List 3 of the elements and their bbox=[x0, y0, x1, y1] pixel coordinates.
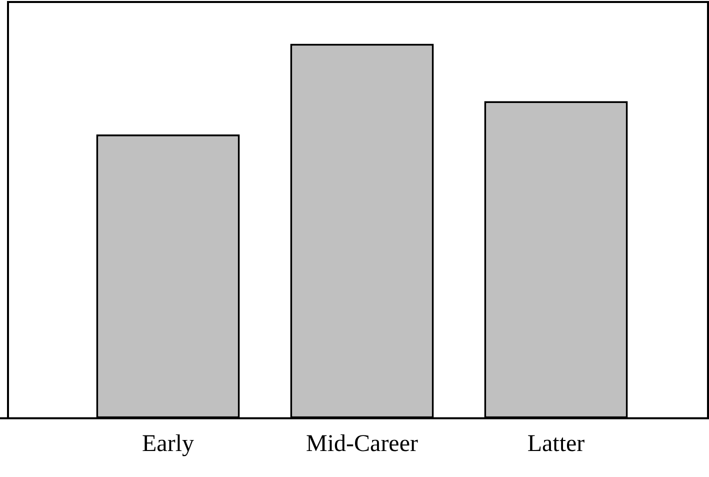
x-tick-label: Latter bbox=[527, 430, 585, 457]
x-tick-label: Early bbox=[142, 430, 194, 457]
x-tick-label: Mid-Career bbox=[306, 430, 418, 457]
